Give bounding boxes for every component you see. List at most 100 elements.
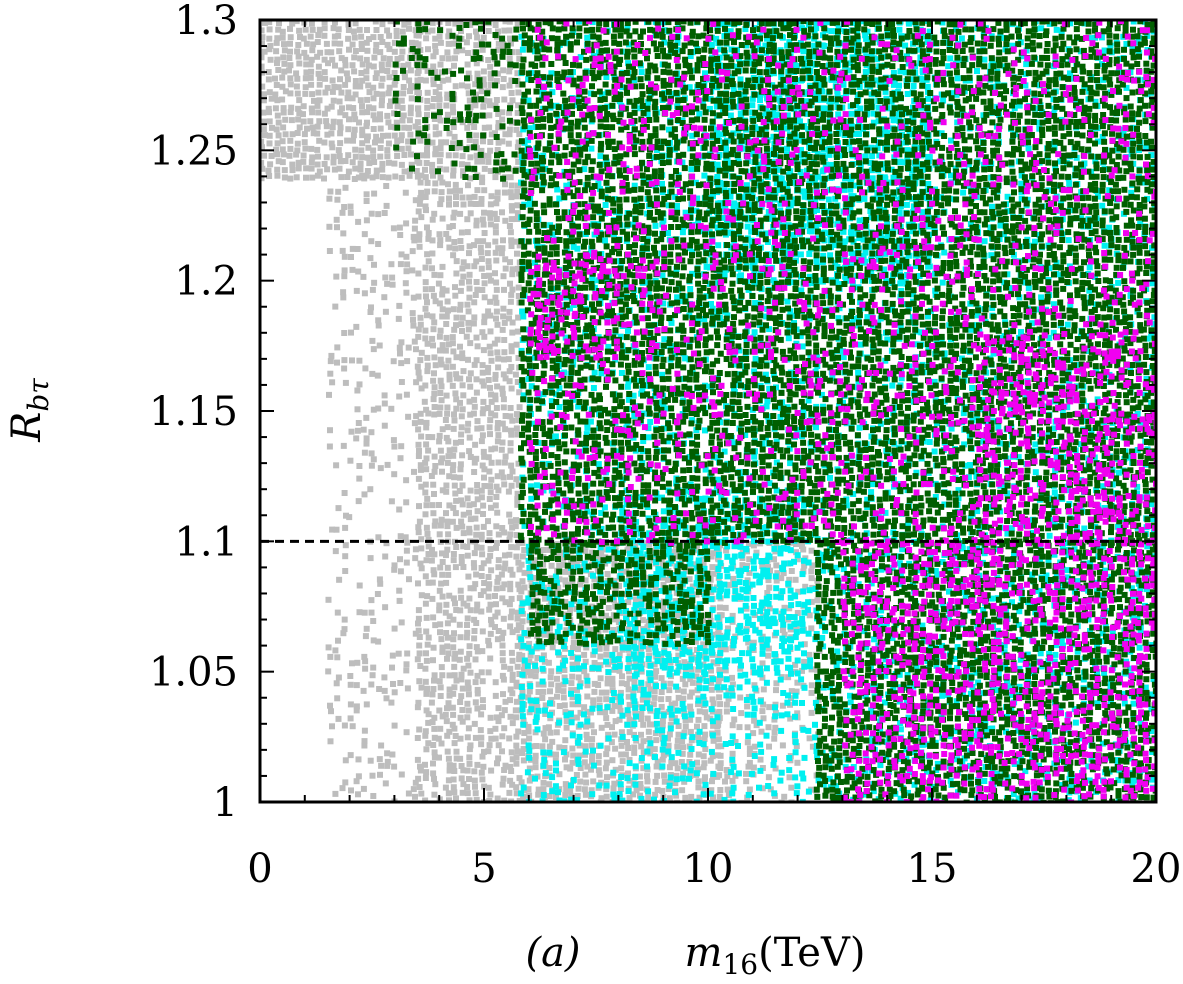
scatter-point xyxy=(360,785,367,792)
scatter-point xyxy=(631,749,638,756)
scatter-point xyxy=(857,105,864,112)
scatter-point xyxy=(467,21,474,28)
scatter-point xyxy=(502,552,508,559)
scatter-point xyxy=(525,97,532,104)
scatter-point xyxy=(394,138,401,145)
scatter-point xyxy=(432,518,439,525)
scatter-point xyxy=(751,682,758,689)
scatter-point xyxy=(365,144,372,151)
scatter-point xyxy=(457,466,464,473)
scatter-point xyxy=(464,629,471,636)
scatter-point xyxy=(773,542,780,549)
scatter-point xyxy=(453,375,460,382)
scatter-point xyxy=(423,769,430,776)
scatter-point xyxy=(472,656,479,663)
scatter-point xyxy=(598,795,605,802)
scatter-point xyxy=(332,647,339,654)
scatter-point xyxy=(502,131,509,138)
scatter-point xyxy=(300,35,307,42)
scatter-point xyxy=(492,502,499,509)
scatter-point xyxy=(341,490,348,496)
scatter-point xyxy=(444,732,451,739)
scatter-point xyxy=(422,511,429,518)
scatter-point xyxy=(488,193,495,200)
scatter-point xyxy=(474,488,481,495)
scatter-point xyxy=(466,797,473,802)
scatter-point xyxy=(437,242,444,249)
scatter-point xyxy=(1018,180,1025,187)
scatter-point xyxy=(450,762,457,769)
scatter-point xyxy=(555,682,562,689)
scatter-point xyxy=(430,342,436,349)
scatter-point xyxy=(532,758,539,765)
scatter-point xyxy=(389,751,396,758)
scatter-point xyxy=(574,687,580,693)
scatter-point xyxy=(471,124,478,130)
scatter-point xyxy=(352,78,359,84)
scatter-point xyxy=(500,237,506,244)
scatter-point xyxy=(445,531,452,538)
scatter-point xyxy=(398,360,405,367)
scatter-point xyxy=(260,97,267,104)
scatter-point xyxy=(371,54,378,61)
scatter-point xyxy=(375,534,382,541)
scatter-point xyxy=(771,735,778,742)
scatter-point xyxy=(446,762,453,769)
scatter-point xyxy=(535,786,542,793)
scatter-point xyxy=(423,628,430,635)
scatter-point xyxy=(562,568,569,575)
scatter-point xyxy=(1123,41,1130,47)
scatter-point xyxy=(438,740,445,747)
scatter-point xyxy=(406,124,412,131)
scatter-point xyxy=(314,146,321,153)
scatter-point xyxy=(330,97,337,104)
scatter-point xyxy=(439,644,446,651)
scatter-point xyxy=(570,560,577,567)
scatter-point xyxy=(439,215,446,222)
scatter-point xyxy=(534,703,541,710)
scatter-point xyxy=(436,33,443,40)
scatter-point xyxy=(725,625,731,632)
scatter-point xyxy=(603,689,610,696)
scatter-point xyxy=(682,717,689,724)
scatter-point xyxy=(437,237,444,244)
scatter-point xyxy=(402,534,409,541)
scatter-point xyxy=(429,167,436,174)
scatter-point xyxy=(681,729,688,736)
scatter-point xyxy=(437,629,443,636)
scatter-point xyxy=(357,55,364,62)
scatter-point xyxy=(436,112,442,119)
scatter-point xyxy=(675,723,682,729)
scatter-point xyxy=(410,316,416,323)
scatter-point xyxy=(439,426,446,433)
scatter-point xyxy=(507,686,514,693)
scatter-point xyxy=(333,462,340,469)
scatter-point xyxy=(674,202,680,209)
scatter-point xyxy=(660,603,667,610)
scatter-point xyxy=(453,524,460,531)
scatter-point xyxy=(412,630,419,637)
scatter-point xyxy=(507,280,513,287)
scatter-point xyxy=(508,291,515,298)
scatter-point xyxy=(619,758,626,765)
scatter-point xyxy=(603,793,610,800)
scatter-point xyxy=(374,591,381,597)
scatter-point xyxy=(412,555,419,562)
scatter-point xyxy=(507,777,514,784)
scatter-point xyxy=(466,294,473,301)
scatter-point xyxy=(485,669,492,676)
scatter-point xyxy=(438,69,445,76)
scatter-point xyxy=(437,61,444,68)
scatter-point xyxy=(793,688,800,695)
scatter-point xyxy=(715,721,722,728)
scatter-point xyxy=(651,661,658,668)
scatter-point xyxy=(488,504,494,511)
scatter-point xyxy=(280,109,287,116)
scatter-point xyxy=(353,707,360,714)
scatter-point xyxy=(450,452,457,459)
scatter-point xyxy=(507,259,513,266)
scatter-point xyxy=(576,20,582,25)
scatter-point xyxy=(457,699,464,705)
scatter-point xyxy=(457,634,464,641)
scatter-point xyxy=(260,126,267,133)
